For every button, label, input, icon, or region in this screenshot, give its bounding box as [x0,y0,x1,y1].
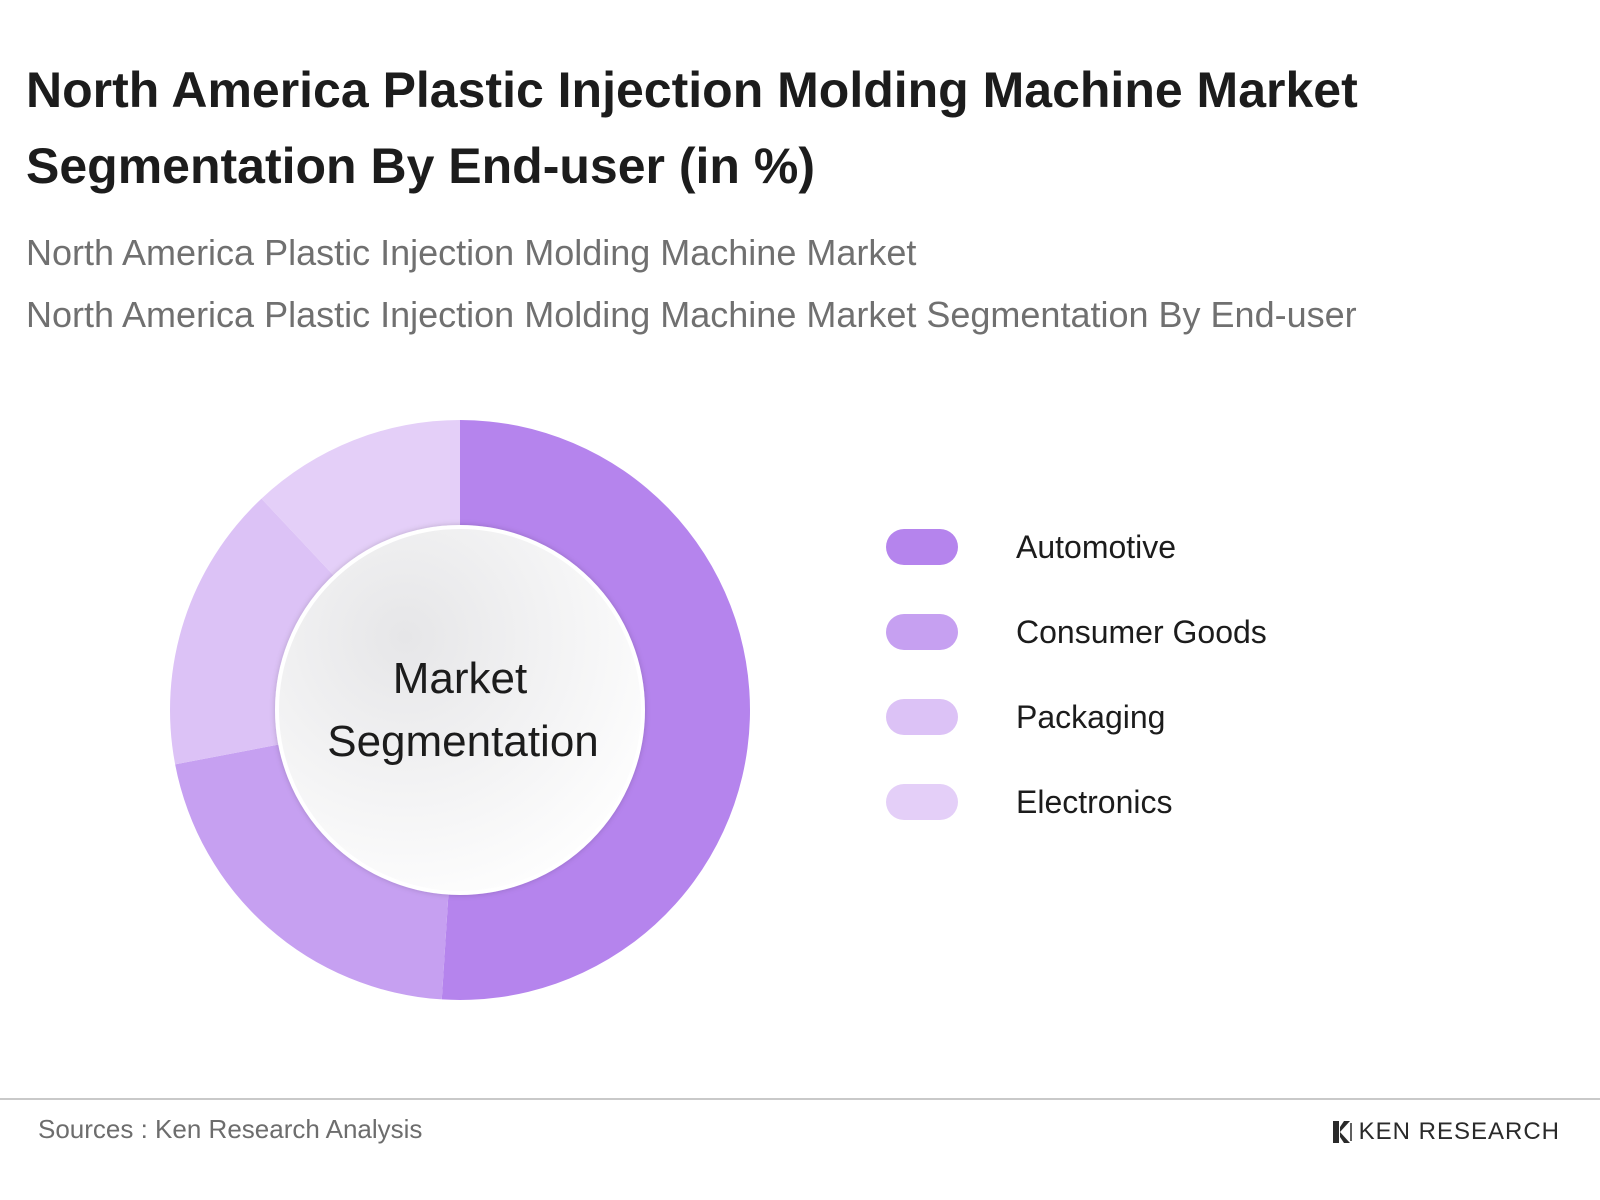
subtitle-market: North America Plastic Injection Molding … [26,232,917,273]
legend-swatch-consumer-goods [886,614,958,650]
donut-chart: Market Segmentation [170,420,751,1000]
legend-swatch-electronics [886,784,958,820]
footer-divider [0,1098,1600,1100]
slice-electronics [261,420,460,577]
brand-logo: KEN RESEARCH [1331,1118,1560,1146]
brand-name: KEN RESEARCH [1358,1118,1560,1145]
legend-label-packaging: Packaging [1016,699,1166,735]
center-label-line2: Segmentation [327,717,599,766]
donut-slices [170,420,751,1000]
slice-packaging [170,498,335,765]
legend-swatch-packaging [886,699,958,735]
legend-label-automotive: Automotive [1016,529,1177,565]
slice-automotive [441,420,751,1000]
donut-center [275,525,645,895]
center-label-line1: Market [393,654,527,703]
slice-consumer-goods [175,744,449,1000]
legend-label-electronics: Electronics [1016,784,1173,820]
ken-research-logo-icon [1332,1121,1352,1143]
legend-label-consumer-goods: Consumer Goods [1016,614,1267,650]
chart-title: North America Plastic Injection Molding … [26,62,1358,194]
subtitle-segmentation: North America Plastic Injection Molding … [26,294,1357,335]
legend-swatch-automotive [886,529,958,565]
source-note: Sources : Ken Research Analysis [38,1114,423,1144]
